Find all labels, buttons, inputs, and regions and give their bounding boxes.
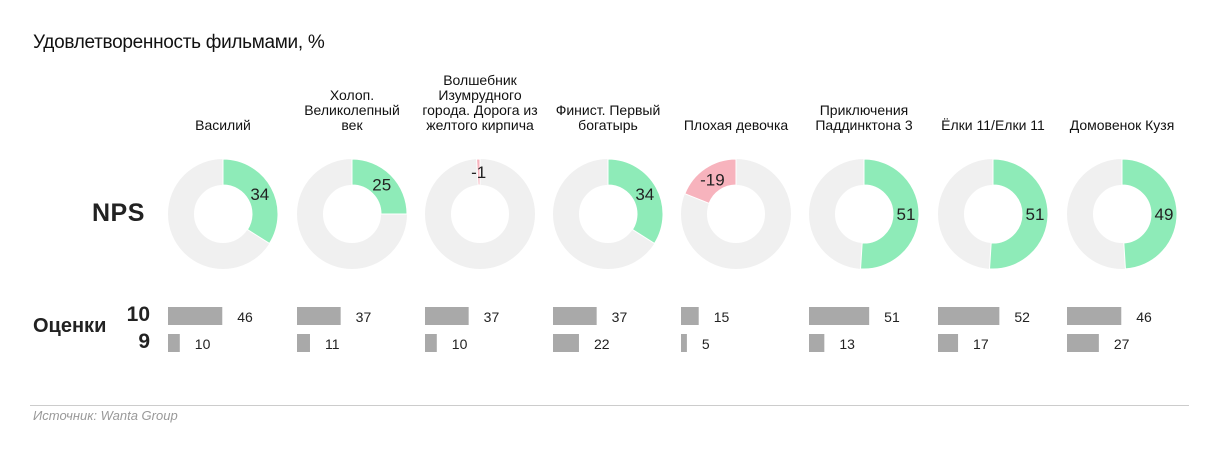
donut-segment xyxy=(476,158,481,186)
bar-score-9-label: 10 xyxy=(452,336,468,352)
bar-score-9 xyxy=(938,334,959,352)
film-title-line: Ёлки 11/Елки 11 xyxy=(941,117,1045,133)
donut-segment xyxy=(351,158,408,215)
film-title-line: Финист. Первый xyxy=(555,102,661,118)
nps-value-label: 51 xyxy=(897,205,916,224)
film-title: Приключения Паддинктона 3 xyxy=(794,103,934,133)
bar-score-9-label: 13 xyxy=(839,336,855,352)
bar-score-10 xyxy=(809,307,870,325)
film-title-line: желтого кирпича xyxy=(426,117,534,133)
bar-score-9 xyxy=(681,334,687,352)
nps-value-label: 25 xyxy=(372,175,391,194)
nps-row-label: NPS xyxy=(92,199,145,227)
score-9-label: 9 xyxy=(138,330,150,353)
bar-score-9-label: 10 xyxy=(195,336,211,352)
donut-segment xyxy=(684,158,737,204)
bar-score-10 xyxy=(297,307,341,325)
film-title: Волшебник Изумрудного города. Дорога из жел… xyxy=(410,73,550,133)
film-title: Плохая девочка xyxy=(666,118,806,133)
film-title: Василий xyxy=(153,118,293,133)
bar-score-10-label: 46 xyxy=(237,309,253,325)
bar-score-9 xyxy=(297,334,310,352)
bar-score-10-label: 15 xyxy=(714,309,730,325)
film-title-line: Изумрудного xyxy=(438,87,522,103)
score-10-label: 10 xyxy=(126,303,150,326)
bar-score-10-label: 46 xyxy=(1136,309,1152,325)
bar-score-10-label: 51 xyxy=(884,309,900,325)
film-title-line: Волшебник xyxy=(443,72,517,88)
nps-value-label: -19 xyxy=(700,170,725,189)
bar-score-9-label: 27 xyxy=(1114,336,1130,352)
film-title-line: Василий xyxy=(195,117,251,133)
film-title: Домовенок Кузя xyxy=(1052,118,1192,133)
nps-value-label: 34 xyxy=(635,185,654,204)
film-title-line: Плохая девочка xyxy=(683,117,789,133)
source-note: Источник: Wanta Group xyxy=(33,408,178,423)
bar-score-9 xyxy=(809,334,825,352)
donut-segment xyxy=(860,158,920,270)
bar-score-9-label: 11 xyxy=(325,336,340,352)
bar-score-9 xyxy=(553,334,579,352)
nps-value-label: 49 xyxy=(1155,205,1174,224)
bar-score-10 xyxy=(1067,307,1122,325)
film-title-line: Великолепный xyxy=(304,102,400,118)
film-title: Холоп. Великолепный век xyxy=(282,88,422,133)
nps-value-label: 34 xyxy=(250,185,269,204)
bar-score-9 xyxy=(168,334,180,352)
film-title-line: Холоп. xyxy=(329,87,375,103)
bar-score-10 xyxy=(425,307,469,325)
film-title: Ёлки 11/Елки 11 xyxy=(923,118,1063,133)
bar-score-10 xyxy=(681,307,699,325)
film-title-line: города. Дорога из xyxy=(422,102,538,118)
scores-row-label: Оценки xyxy=(33,315,107,337)
donut-segment xyxy=(607,158,664,245)
bar-score-9 xyxy=(1067,334,1099,352)
bar-score-9 xyxy=(425,334,437,352)
donut-segment xyxy=(989,158,1049,270)
chart-title: Удовлетворенность фильмами, % xyxy=(33,32,325,53)
film-title-line: богатырь xyxy=(578,117,638,133)
film-title-line: Домовенок Кузя xyxy=(1069,117,1175,133)
bar-score-9-label: 17 xyxy=(973,336,989,352)
bar-score-10-label: 37 xyxy=(612,309,628,325)
bar-score-10 xyxy=(168,307,223,325)
bar-score-10 xyxy=(938,307,1000,325)
film-title-line: Приключения xyxy=(819,102,909,118)
bar-score-10-label: 37 xyxy=(356,309,372,325)
nps-value-label: -1 xyxy=(471,163,486,182)
film-title-line: век xyxy=(341,117,363,133)
film-title: Финист. Первый богатырь xyxy=(538,103,678,133)
bar-score-10 xyxy=(553,307,597,325)
bar-score-10-label: 37 xyxy=(484,309,500,325)
donut-segment xyxy=(1121,158,1178,270)
bar-score-10-label: 52 xyxy=(1014,309,1030,325)
bar-score-9-label: 22 xyxy=(594,336,610,352)
donut-segment xyxy=(222,158,279,245)
footer-divider xyxy=(30,405,1189,406)
nps-value-label: 51 xyxy=(1026,205,1045,224)
film-title-line: Паддинктона 3 xyxy=(815,117,913,133)
bar-score-9-label: 5 xyxy=(702,336,710,352)
